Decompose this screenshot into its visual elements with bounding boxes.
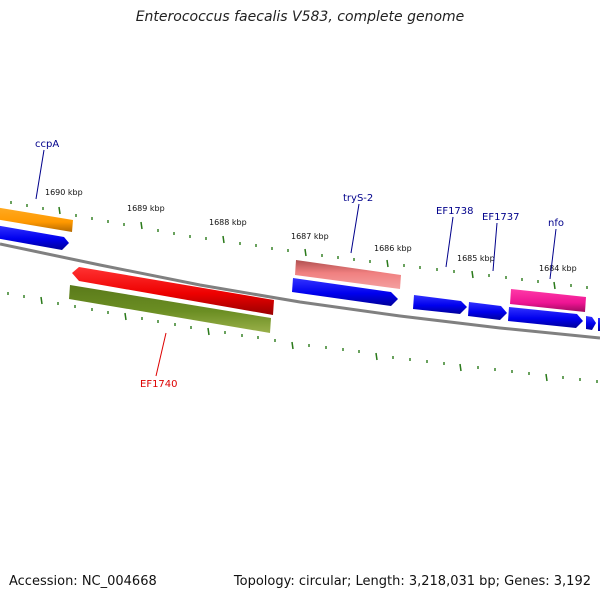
tick-major xyxy=(375,352,378,361)
tick-major xyxy=(207,327,210,336)
tick-major xyxy=(291,341,294,350)
genome-backbone xyxy=(0,242,600,340)
tick-major xyxy=(553,281,556,290)
scale-label: 1686 kbp xyxy=(374,244,412,253)
gene-EF1740-arrow[interactable] xyxy=(72,267,274,315)
leader-EF1740 xyxy=(155,332,167,377)
gene-label-leaders xyxy=(35,149,557,377)
gene-forward-arrow[interactable] xyxy=(0,225,69,250)
tick-major xyxy=(459,363,462,372)
inner-tick-row xyxy=(7,292,598,383)
accession-label: Accession: NC_004668 xyxy=(9,574,157,589)
scale-label: 1690 kbp xyxy=(45,188,83,197)
gene-EF1740-olive-arrow[interactable] xyxy=(69,285,271,333)
tick-major xyxy=(140,221,143,230)
tick-minor-group xyxy=(7,292,598,383)
scale-label: 1688 kbp xyxy=(209,218,247,227)
gene-ccpA-arrow[interactable] xyxy=(0,207,73,232)
gene-forward-arrow[interactable] xyxy=(508,307,583,328)
gene-label-ccpA: ccpA xyxy=(35,139,59,150)
gene-label-tryS-2: tryS-2 xyxy=(343,193,373,204)
gene-forward-arrow[interactable] xyxy=(292,278,398,306)
genome-title: Enterococcus faecalis V583, complete gen… xyxy=(135,9,465,25)
gene-label-nfo: nfo xyxy=(548,218,564,229)
gene-label-EF1740: EF1740 xyxy=(140,379,178,390)
tick-major xyxy=(58,206,61,215)
tick-minor-group xyxy=(10,201,588,289)
scale-label: 1685 kbp xyxy=(457,254,495,263)
outer-tick-row xyxy=(10,201,588,290)
scale-label: 1689 kbp xyxy=(127,204,165,213)
gene-forward-arrow[interactable] xyxy=(586,316,596,330)
tick-major xyxy=(124,312,127,321)
tick-major xyxy=(471,270,474,279)
tick-major xyxy=(386,259,389,268)
leader-ccpA xyxy=(35,149,45,200)
tick-major xyxy=(222,235,225,244)
gene-label-EF1738: EF1738 xyxy=(436,206,474,217)
tick-major xyxy=(40,296,43,305)
tick-major xyxy=(304,248,307,257)
gene-nfo-arrow[interactable] xyxy=(510,289,586,312)
gene-EF1738-arrow[interactable] xyxy=(413,295,467,314)
scale-label: 1684 kbp xyxy=(539,264,577,273)
gene-tryS-2-arrow[interactable] xyxy=(295,260,401,289)
gene-label-EF1737: EF1737 xyxy=(482,212,520,223)
leader-tryS-2 xyxy=(350,203,360,254)
gene-EF1737-arrow[interactable] xyxy=(468,302,507,320)
tick-major xyxy=(545,373,548,382)
leader-EF1737 xyxy=(492,222,498,272)
scale-label: 1687 kbp xyxy=(291,232,329,241)
leader-EF1738 xyxy=(445,216,454,268)
leader-nfo xyxy=(549,228,557,280)
genome-summary: Topology: circular; Length: 3,218,031 bp… xyxy=(233,574,591,589)
